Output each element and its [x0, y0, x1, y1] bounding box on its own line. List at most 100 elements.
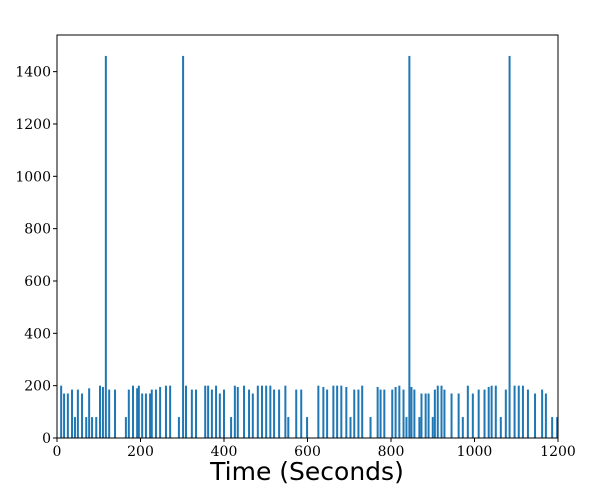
bar	[300, 389, 303, 438]
bar	[230, 417, 233, 438]
bar	[410, 386, 413, 438]
y-tick-label: 1000	[15, 169, 51, 185]
y-tick-label: 1200	[15, 117, 51, 133]
bar	[508, 55, 511, 439]
x-tick-label: 600	[294, 444, 321, 460]
bar	[76, 389, 79, 438]
x-tick-label: 1000	[457, 444, 493, 460]
bar	[169, 385, 172, 438]
bar	[215, 385, 218, 438]
x-tick-label: 1200	[540, 444, 576, 460]
bar	[256, 385, 259, 438]
bar	[177, 417, 180, 438]
bar	[144, 393, 147, 438]
bar	[101, 386, 104, 438]
bar	[541, 389, 544, 438]
y-tick-label: 200	[24, 379, 51, 395]
bar	[440, 385, 443, 438]
bar	[383, 389, 386, 438]
bar	[424, 393, 427, 438]
bar	[357, 389, 360, 438]
bar	[127, 389, 130, 438]
bar	[154, 389, 157, 438]
bar	[471, 393, 474, 438]
bar	[436, 385, 439, 438]
bar	[427, 393, 430, 438]
bar	[60, 385, 63, 438]
bar	[402, 389, 405, 438]
bar	[477, 389, 480, 438]
bar	[195, 389, 198, 438]
x-tick-label: 800	[378, 444, 405, 460]
bar	[190, 389, 193, 438]
bar	[457, 393, 460, 438]
bar	[418, 417, 421, 438]
bar	[185, 385, 188, 438]
bar	[353, 389, 356, 438]
bar	[408, 55, 411, 439]
bar	[114, 389, 117, 438]
bar	[85, 417, 88, 438]
bar	[182, 55, 185, 439]
bar	[517, 385, 520, 438]
bar	[284, 385, 287, 438]
bar	[251, 393, 254, 438]
bar	[236, 386, 239, 438]
bar	[345, 386, 348, 438]
bar	[340, 385, 343, 438]
plot-frame	[56, 34, 559, 439]
bar	[66, 393, 69, 438]
bar	[108, 389, 111, 438]
bar	[450, 393, 453, 438]
bar	[149, 393, 152, 438]
x-tick-label: 0	[53, 444, 62, 460]
bar	[63, 393, 66, 438]
bar	[369, 417, 372, 438]
bar	[248, 389, 251, 438]
bar	[332, 385, 335, 438]
bar	[391, 389, 394, 438]
bar	[466, 385, 469, 438]
bar	[287, 417, 290, 438]
bar	[260, 385, 263, 438]
y-tick-label: 600	[24, 274, 51, 290]
bar	[526, 389, 529, 438]
bar	[551, 417, 554, 438]
bar	[99, 385, 102, 438]
x-tick-label: 400	[211, 444, 238, 460]
y-tick-label: 1400	[15, 65, 51, 81]
bar	[326, 389, 329, 438]
bar	[306, 417, 309, 438]
bar	[278, 389, 281, 438]
bar	[243, 385, 246, 438]
bar	[131, 385, 134, 438]
bar	[73, 417, 76, 438]
bar	[490, 385, 493, 438]
bar	[91, 417, 94, 438]
bar	[499, 417, 502, 438]
bar	[207, 385, 210, 438]
bar	[433, 389, 436, 438]
bar	[376, 386, 379, 438]
bar	[487, 386, 490, 438]
bar	[556, 417, 559, 438]
bar	[405, 417, 408, 438]
bar	[295, 389, 298, 438]
bar	[71, 389, 74, 438]
x-tick-label: 200	[127, 444, 154, 460]
bar	[104, 55, 107, 439]
bar	[124, 417, 127, 438]
bar	[504, 389, 507, 438]
bar	[413, 389, 416, 438]
bar	[159, 386, 162, 438]
bar	[361, 385, 364, 438]
bar	[379, 389, 382, 438]
y-tick-label: 0	[42, 431, 51, 447]
bar	[273, 389, 276, 438]
bar	[136, 388, 139, 438]
bar	[204, 385, 207, 438]
bar	[265, 385, 268, 438]
bar	[443, 389, 446, 438]
bar	[317, 385, 320, 438]
